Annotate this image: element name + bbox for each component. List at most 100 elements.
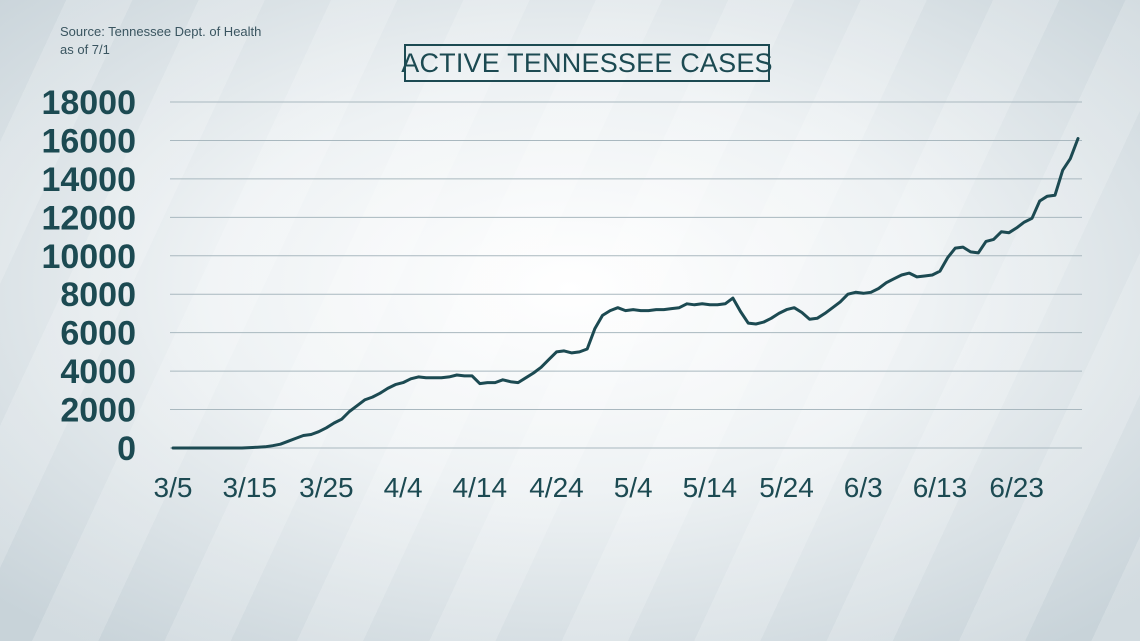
data-point — [448, 376, 450, 378]
data-point — [954, 247, 956, 249]
x-tick-label: 4/24 — [529, 472, 584, 503]
x-tick-label: 4/4 — [384, 472, 423, 503]
series-layer — [171, 137, 1080, 450]
y-tick-label: 14000 — [41, 161, 136, 199]
data-point — [663, 309, 665, 311]
data-point — [210, 447, 212, 449]
data-point — [341, 418, 343, 420]
data-point — [249, 447, 251, 449]
data-point — [563, 350, 565, 352]
data-point — [325, 427, 327, 429]
data-point — [778, 312, 780, 314]
data-point — [356, 405, 358, 407]
data-point — [556, 351, 557, 353]
data-point — [417, 376, 419, 378]
data-point — [793, 307, 795, 309]
data-point — [717, 304, 718, 306]
data-point — [755, 323, 757, 325]
data-point — [832, 307, 834, 309]
data-point — [732, 297, 734, 299]
data-point — [962, 246, 964, 248]
data-point — [931, 274, 933, 276]
data-point — [1031, 217, 1033, 219]
data-point — [916, 276, 918, 278]
data-point — [272, 445, 274, 447]
data-point — [908, 272, 910, 274]
data-point — [287, 440, 289, 442]
data-point — [878, 288, 880, 289]
data-point — [533, 372, 534, 374]
data-point — [1039, 200, 1041, 202]
data-point — [617, 307, 619, 309]
data-point — [885, 282, 887, 284]
data-point — [187, 447, 189, 449]
x-tick-label: 6/13 — [913, 472, 968, 503]
data-point — [394, 384, 396, 386]
data-point — [579, 351, 580, 353]
data-point — [870, 291, 872, 293]
data-point — [985, 240, 987, 242]
data-point — [694, 304, 695, 306]
data-point — [801, 312, 803, 313]
data-point — [279, 443, 281, 445]
data-point — [924, 275, 926, 277]
data-point — [640, 310, 642, 312]
x-axis-ticks: 3/5 3/15 3/25 4/4 4/14 4/24 5/4 5/14 5/24 6/3 6/13… — [154, 472, 1044, 503]
data-point — [970, 251, 972, 253]
data-point — [172, 447, 174, 449]
source-date: as of 7/1 — [60, 42, 110, 57]
data-point — [1077, 138, 1079, 139]
data-point — [540, 366, 542, 368]
data-point — [180, 447, 182, 449]
y-tick-label: 10000 — [41, 238, 136, 276]
data-point — [862, 292, 864, 294]
data-point — [901, 274, 903, 276]
data-point — [517, 382, 519, 384]
x-tick-label: 5/14 — [683, 472, 738, 503]
data-point — [1069, 158, 1071, 160]
data-point — [379, 392, 381, 394]
data-point — [402, 382, 404, 384]
x-tick-label: 5/24 — [759, 472, 814, 503]
data-point — [425, 377, 427, 379]
data-point — [486, 382, 488, 384]
data-point — [1000, 231, 1002, 233]
data-point — [625, 310, 626, 312]
data-point — [947, 257, 949, 259]
data-point — [456, 374, 458, 376]
data-point — [847, 293, 849, 295]
data-point — [387, 387, 389, 389]
data-point — [410, 378, 412, 380]
data-point — [510, 381, 511, 383]
data-point — [993, 238, 995, 240]
data-point — [939, 270, 941, 272]
x-tick-label: 3/15 — [222, 472, 277, 503]
data-point — [770, 317, 772, 319]
data-point — [977, 252, 979, 254]
data-point — [433, 377, 435, 379]
data-point — [586, 348, 588, 350]
data-point — [348, 411, 350, 412]
data-point — [1046, 195, 1048, 197]
data-point — [364, 399, 366, 401]
data-point — [747, 322, 749, 324]
data-point — [241, 447, 243, 449]
data-point — [701, 303, 703, 305]
data-point — [709, 304, 711, 306]
data-point — [686, 303, 688, 305]
data-point — [740, 311, 741, 312]
x-tick-label: 5/4 — [614, 472, 653, 503]
data-point — [318, 431, 320, 433]
data-point — [1062, 169, 1064, 171]
data-point — [724, 303, 726, 305]
grid-lines — [170, 101, 1082, 449]
x-tick-label: 6/23 — [989, 472, 1044, 503]
y-axis-ticks: 0200040006000800010000120001400016000180… — [41, 84, 136, 468]
data-point — [195, 447, 197, 449]
x-tick-label: 3/5 — [154, 472, 193, 503]
data-point — [655, 309, 657, 311]
data-point — [310, 434, 312, 435]
y-tick-label: 4000 — [60, 353, 136, 391]
data-point — [295, 437, 297, 439]
